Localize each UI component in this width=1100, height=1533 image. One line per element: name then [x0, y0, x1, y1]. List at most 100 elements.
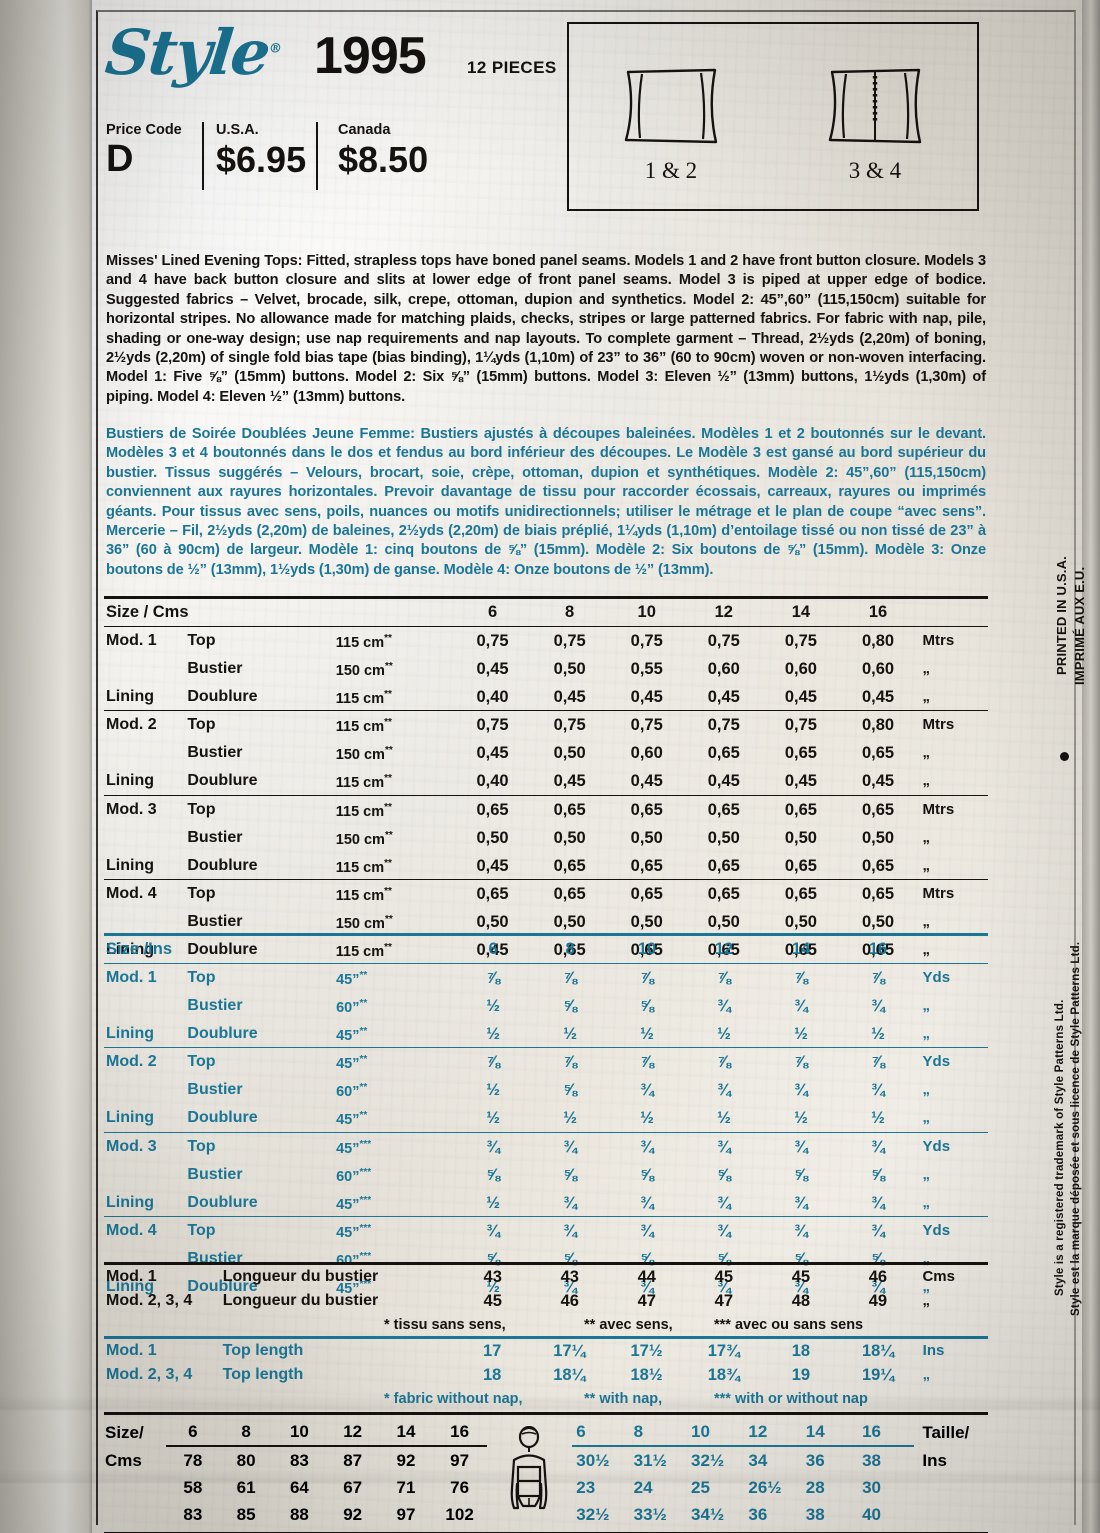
row-model — [104, 739, 187, 767]
row-value: 0,65 — [784, 744, 817, 763]
measurement-value-cms: 97 — [450, 1451, 470, 1470]
imperial-size-16: 16 — [839, 933, 917, 964]
row-model — [104, 992, 187, 1020]
row-unit: „ — [922, 1366, 931, 1383]
row-value: ¾ — [839, 1216, 917, 1246]
table-row: Bustier 150 cm** 0,50 0,50 0,50 0,50 0,50 0,50 „ — [104, 908, 988, 936]
row-value: ¾ — [794, 996, 808, 1015]
table-row: Mod. 4 Top 45”*** ¾ ¾ ¾ ¾ ¾ ¾ Yds — [104, 1216, 988, 1246]
length-ins-note-3: *** with or without nap — [714, 1391, 868, 1407]
row-part: Doublure — [187, 856, 258, 874]
row-value: 0,75 — [453, 625, 532, 655]
row-value: 0,75 — [531, 710, 609, 740]
row-part: Top — [187, 794, 336, 824]
row-value: ¾ — [685, 1216, 763, 1246]
row-part: Bustier — [187, 659, 243, 677]
row-unit: „ — [922, 1250, 931, 1268]
table-row: Mod. 2, 3, 4 Longueur du bustier 45 46 47 47 4… — [104, 1289, 988, 1313]
row-value: ⅝ — [717, 1165, 731, 1184]
row-model — [104, 824, 187, 852]
row-part: Bustier — [187, 1081, 243, 1099]
row-model: Lining — [106, 687, 154, 705]
row-model: Lining — [106, 1193, 154, 1211]
view-1-2: 1 & 2 — [569, 24, 773, 209]
row-value: 17¾ — [685, 1336, 763, 1363]
row-value: 0,65 — [762, 879, 840, 909]
row-unit: „ — [922, 1193, 931, 1211]
yardage-table-imperial: Size /Ins 6 8 10 12 14 16 Mod. 1 Top 45”** ⅞ ⅞ ⅞ ⅞ ⅞ ⅞ Y… — [104, 933, 988, 1301]
measurement-value-cms: 83 — [289, 1451, 309, 1470]
row-value: ⅞ — [839, 1047, 917, 1077]
row-unit: „ — [922, 1024, 931, 1042]
row-value: 0,45 — [630, 772, 663, 791]
row-part: Top length — [222, 1336, 454, 1363]
measurements-header-row: Size/6 8 10 12 14 16 6 8 10 12 14 16 Taille/ — [104, 1418, 988, 1509]
row-value: 0,60 — [707, 659, 740, 678]
female-figure-icon — [511, 1425, 548, 1509]
separator-dot — [1060, 752, 1069, 761]
imperial-size-12: 12 — [685, 933, 763, 964]
row-fabric-width: 150 cm** — [335, 745, 393, 764]
row-value: ½ — [640, 1109, 654, 1128]
row-value: ½ — [486, 1109, 501, 1128]
measurements-size-label-left: Size/ — [105, 1422, 144, 1442]
bustier-front-icon — [624, 68, 718, 143]
metric-header-row: Size / Cms 6 8 10 12 14 16 — [104, 596, 988, 627]
row-value: 0,50 — [476, 828, 509, 847]
description-fr-body-3: – Fil, 2½yds (2,20m) de baleines, 2½yds … — [106, 523, 986, 578]
row-value: 0,65 — [685, 794, 763, 824]
row-unit: „ — [922, 772, 931, 790]
measurement-value-cms: 71 — [396, 1478, 416, 1497]
row-part: Top — [187, 625, 336, 655]
row-value: 0,45 — [476, 744, 509, 763]
brand-header: Style® — [102, 16, 280, 89]
canada-label: Canada — [338, 122, 391, 138]
row-model: Mod. 1 — [104, 962, 188, 992]
table-row: Mod. 2, 3, 4 Top length 18 18¼ 18½ 18¾ 19 19¼ „ — [104, 1363, 988, 1387]
row-value: 0,45 — [553, 772, 586, 791]
row-unit: Mtrs — [916, 879, 988, 909]
row-value: 0,50 — [707, 828, 740, 847]
row-value: ¾ — [717, 1081, 731, 1100]
row-value: 0,75 — [531, 625, 609, 655]
measurement-value-ins: 36 — [748, 1505, 768, 1524]
row-fabric-width: 115 cm** — [335, 710, 454, 740]
row-part: Top — [187, 1216, 337, 1246]
measurements-size-label-right: Taille/ — [922, 1422, 970, 1442]
row-value: ⅝ — [563, 1081, 577, 1100]
price-block: Price Code U.S.A. Canada D $6.95 $8.50 — [106, 122, 446, 190]
row-unit: Yds — [916, 1216, 988, 1246]
row-unit: Yds — [916, 1047, 988, 1077]
table-row: Bustier 60”*** ⅝ ⅝ ⅝ ⅝ ⅝ ⅝ „ — [104, 1161, 988, 1189]
row-fabric-width: 60”** — [336, 997, 368, 1016]
row-value: 0,45 — [476, 659, 509, 678]
measurement-value-cms: 64 — [289, 1478, 309, 1497]
measurement-value-ins: 36 — [805, 1451, 825, 1470]
measurement-value-ins: 34½ — [691, 1505, 725, 1524]
description-en-title: Misses' Lined Evening Tops: — [106, 253, 303, 269]
row-part: Doublure — [187, 1024, 258, 1042]
metric-size-label: Size / Cms — [104, 596, 454, 627]
row-value: 0,45 — [784, 687, 817, 706]
row-value: ⅞ — [762, 1047, 840, 1077]
body-measurements-table: Size/6 8 10 12 14 16 6 8 10 12 14 16 Taille/Cms 78 80 8… — [104, 1412, 988, 1533]
row-model: Mod. 2 — [104, 710, 188, 740]
row-value: 0,65 — [531, 879, 609, 909]
measurements-top-rule — [104, 1412, 988, 1415]
row-value: 17 — [453, 1336, 531, 1363]
row-value: 45 — [685, 1262, 763, 1289]
row-value: ½ — [486, 1193, 501, 1212]
measurements-unit-label-left — [104, 1474, 166, 1501]
row-value: 0,65 — [707, 744, 740, 763]
row-value: 0,75 — [762, 625, 840, 655]
row-value: 0,65 — [630, 856, 663, 875]
measurement-value-ins: 34 — [748, 1451, 768, 1470]
measurements-size-16-cms: 16 — [432, 1418, 487, 1447]
row-unit: „ — [922, 1292, 930, 1309]
row-value: ¾ — [871, 1193, 885, 1212]
row-value: 0,50 — [553, 913, 586, 932]
style-logo: Style® — [102, 16, 283, 89]
row-value: 0,45 — [476, 856, 509, 875]
description-en-body-3: – Thread, 2½yds (2,20m) of boning, 2½yds… — [106, 330, 986, 405]
length-ins-grid: Mod. 1 Top length 17 17¼ 17½ 17¾ 18 18¼ Ins Mod. … — [104, 1336, 988, 1411]
